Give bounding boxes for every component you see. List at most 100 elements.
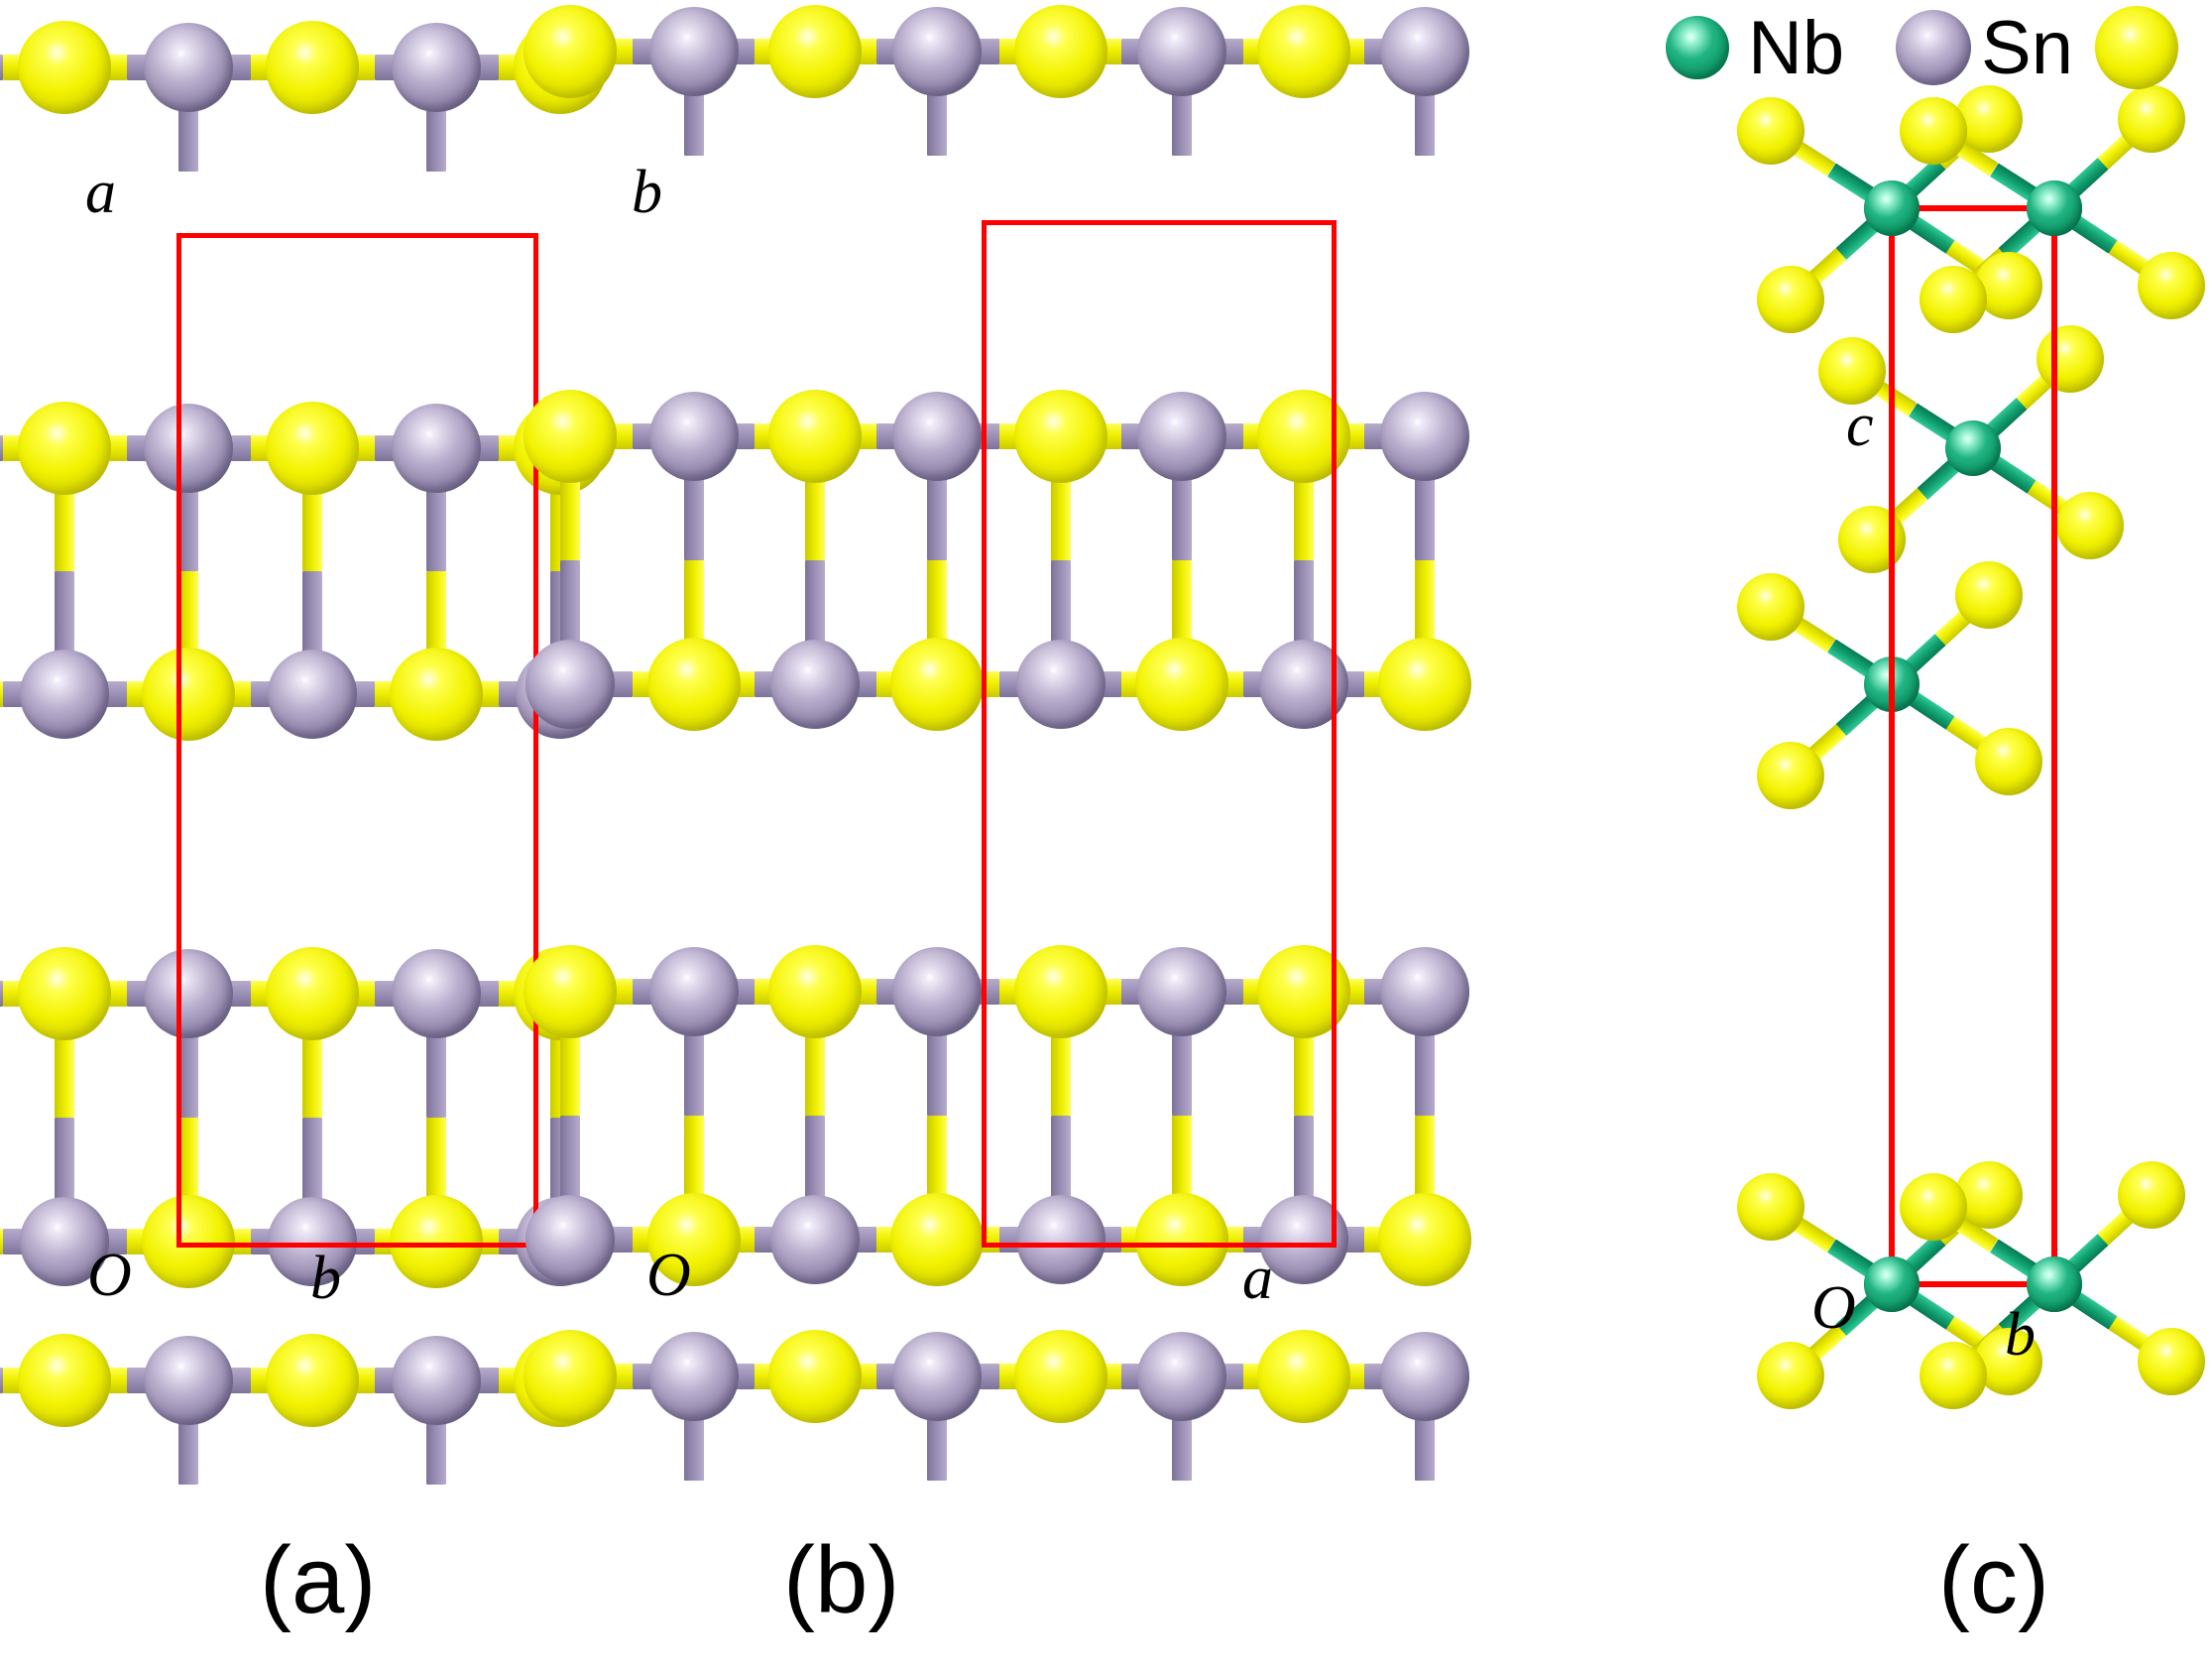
panel-a-slab-2-sn-atom: [392, 949, 481, 1038]
panel-c-chalcogen-atom: [1975, 728, 2042, 795]
panel-c-cell-bottom-edge: [1892, 1281, 2054, 1287]
caption-b: (b): [783, 1527, 900, 1633]
panel-b-axis-horizontal: a: [1242, 1245, 1273, 1312]
panel-a-axis-vertical: a: [85, 159, 116, 226]
panel-b-slab-1-chalcogen-atom: [1378, 638, 1471, 731]
panel-a-slab-1-sn-atom: [144, 404, 233, 493]
caption-a: (a): [260, 1527, 377, 1633]
panel-b-top-row-chalcogen-atom: [1257, 5, 1350, 98]
panel-a-slab-1-chalcogen-atom: [390, 648, 483, 741]
panel-b-slab-2-chalcogen-atom: [647, 1193, 741, 1286]
panel-b-top-row-chalcogen-atom: [768, 5, 862, 98]
panel-c-chalcogen-atom: [1757, 1342, 1824, 1409]
panel-b-slab-1-chalcogen-atom: [524, 390, 617, 483]
panel-a-bottom-row-chalcogen-atom: [18, 1334, 111, 1427]
legend-swatch-chalcogen: [2095, 6, 2178, 89]
panel-c-chalcogen-atom: [1838, 506, 1906, 573]
panel-b-slab-2-sn-atom: [1380, 947, 1469, 1036]
panel-a-slab-1-sn-atom: [20, 650, 109, 739]
panel-c-chalcogen-atom: [2138, 1328, 2205, 1395]
panel-b-slab-1-sn-atom: [649, 392, 739, 481]
panel-b-slab-1-sn-atom: [1380, 392, 1469, 481]
panel-b-unit-cell: [982, 220, 1337, 1248]
panel-c-nb-atom: [1864, 1256, 1920, 1312]
panel-b-bottom-row-chalcogen-atom: [1014, 1330, 1107, 1423]
panel-c-chalcogen-atom: [1920, 266, 1987, 333]
panel-a-bottom-row-sn-atom: [144, 1336, 233, 1425]
panel-a-slab-2-sn-atom: [144, 949, 233, 1038]
panel-a-slab-2-chalcogen-atom: [266, 947, 359, 1040]
panel-a-slab-1-chalcogen-atom: [18, 402, 111, 495]
panel-a-bottom-row-sn-atom: [392, 1336, 481, 1425]
panel-c-nb-atom: [2027, 180, 2082, 236]
panel-a-slab-2-chalcogen-atom: [390, 1195, 483, 1288]
panel-b-top-row-sn-atom: [1137, 7, 1226, 96]
panel-b-slab-2-chalcogen-atom: [524, 945, 617, 1038]
panel-a-slab-1-chalcogen-atom: [142, 648, 235, 741]
panel-b-bottom-row-sn-atom: [1380, 1332, 1469, 1421]
panel-b-slab-1-sn-atom: [525, 640, 615, 729]
panel-c-chalcogen-atom: [2118, 85, 2185, 153]
panel-c-cell-top-edge: [1892, 205, 2054, 211]
panel-b-top-row-chalcogen-atom: [1014, 5, 1107, 98]
panel-a-axis-origin: O: [87, 1242, 132, 1309]
panel-b-bottom-row-sn-atom: [892, 1332, 982, 1421]
panel-a-top-row-chalcogen-atom: [18, 21, 111, 114]
panel-a-top-row-chalcogen-atom: [266, 21, 359, 114]
panel-c-chalcogen-atom: [1975, 1328, 2042, 1395]
panel-c-chalcogen-atom: [1737, 97, 1805, 165]
legend-swatch-nb: [1666, 16, 1729, 79]
panel-b-top-row-chalcogen-atom: [524, 5, 617, 98]
panel-a-unit-cell: [176, 233, 538, 1248]
panel-b-slab-2-sn-atom: [1137, 947, 1226, 1036]
panel-c-chalcogen-atom: [1955, 1161, 2023, 1229]
panel-c-cell-left-edge: [1889, 208, 1895, 1284]
legend-label-sn: Sn: [1981, 6, 2073, 90]
panel-c-chalcogen-atom: [1975, 252, 2042, 319]
panel-b-bottom-row-sn-atom: [1137, 1332, 1226, 1421]
panel-b-top-row-sn-atom: [1380, 7, 1469, 96]
panel-a-slab-1-top-bond: [0, 435, 3, 461]
panel-a-axis-horizontal: b: [310, 1245, 341, 1312]
panel-b-slab-1-sn-atom: [1137, 392, 1226, 481]
panel-a-slab-2-sn-atom: [268, 1197, 357, 1286]
panel-a-top-row-sn-atom: [392, 23, 481, 112]
panel-c-chalcogen-atom: [1757, 742, 1824, 809]
panel-b-slab-1-chalcogen-atom: [1014, 390, 1107, 483]
panel-a-slab-1-bot-bond: [0, 681, 3, 707]
panel-c-chalcogen-atom: [1955, 85, 2023, 153]
panel-c-cell-right-edge: [2051, 208, 2057, 1284]
panel-c-nb-atom: [1945, 420, 2001, 476]
panel-b-slab-2-sn-atom: [649, 947, 739, 1036]
panel-b-top-row-sn-atom: [649, 7, 739, 96]
legend-swatch-sn: [1896, 10, 1971, 85]
legend-label-nb: Nb: [1748, 6, 1845, 90]
panel-b-axis-vertical: b: [632, 159, 662, 226]
panel-c-nb-atom: [2027, 1256, 2082, 1312]
panel-c-chalcogen-atom: [2037, 325, 2104, 393]
panel-c-chalcogen-atom: [1818, 337, 1886, 405]
panel-a-slab-2-top-bond: [0, 981, 3, 1007]
panel-b-slab-1-chalcogen-atom: [768, 390, 862, 483]
panel-c-chalcogen-atom: [1757, 266, 1824, 333]
panel-c-chalcogen-atom: [1920, 1342, 1987, 1409]
panel-c-chalcogen-atom: [2118, 1161, 2185, 1229]
panel-b-slab-2-chalcogen-atom: [1014, 945, 1107, 1038]
panel-b-slab-1-chalcogen-atom: [890, 638, 984, 731]
panel-c-chalcogen-atom: [2138, 252, 2205, 319]
panel-c-chalcogen-atom: [1955, 561, 2023, 629]
panel-a-top-row-sn-atom: [144, 23, 233, 112]
panel-b-slab-2-chalcogen-atom: [768, 945, 862, 1038]
panel-a-slab-1-chalcogen-atom: [266, 402, 359, 495]
panel-b-slab-1-chalcogen-atom: [1135, 638, 1228, 731]
panel-c-chalcogen-atom: [1737, 1173, 1805, 1241]
panel-c-axis-origin: O: [1811, 1274, 1856, 1342]
panel-b-slab-2-sn-atom: [770, 1195, 860, 1284]
panel-b-bottom-row-sn-atom: [649, 1332, 739, 1421]
panel-c-axis-horizontal: b: [2005, 1301, 2036, 1369]
panel-b-slab-2-chalcogen-atom: [1378, 1193, 1471, 1286]
panel-a-bottom-row-bond: [0, 1368, 3, 1393]
panel-b-slab-1-sn-atom: [770, 640, 860, 729]
panel-b-slab-2-sn-atom: [1016, 1195, 1106, 1284]
panel-b-slab-2-chalcogen-atom: [1135, 1193, 1228, 1286]
